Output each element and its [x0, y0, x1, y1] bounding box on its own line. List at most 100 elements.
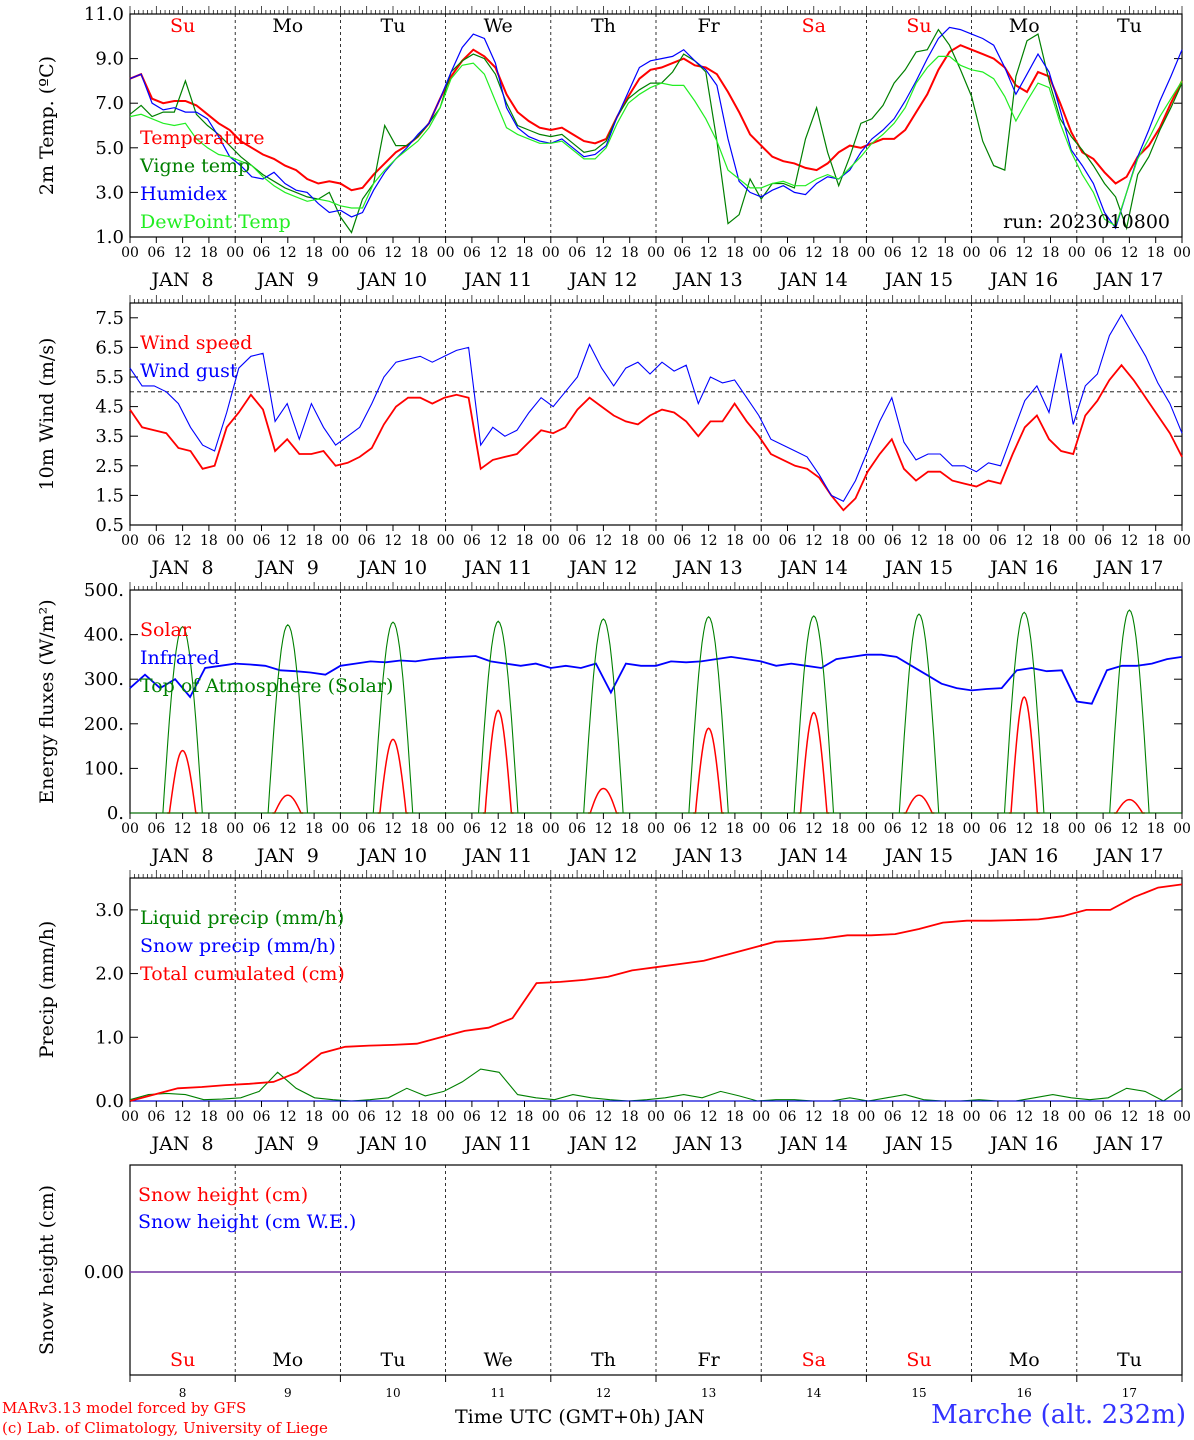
day-label: JAN 9	[255, 269, 319, 291]
hour-tick-label: 00	[121, 533, 139, 549]
y-tick-label: 0.00	[84, 1262, 124, 1283]
weekday-label: We	[484, 1349, 513, 1371]
hour-tick-label: 18	[621, 1109, 639, 1125]
day-label: JAN 15	[883, 845, 953, 867]
hour-tick-label: 06	[673, 533, 691, 549]
weekday-label: Mo	[272, 15, 303, 37]
hour-tick-label: 18	[936, 821, 954, 837]
hour-tick-label: 18	[410, 245, 428, 261]
weekday-label: Su	[170, 15, 195, 37]
hour-tick-label: 06	[147, 1109, 165, 1125]
day-label: JAN 8	[150, 269, 214, 291]
hour-tick-label: 18	[726, 245, 744, 261]
day-label: JAN 12	[567, 557, 637, 579]
day-label: JAN 10	[357, 557, 427, 579]
y-tick-label: 9.0	[95, 49, 124, 70]
y-tick-label: 1.0	[95, 1027, 124, 1048]
legend-wind-speed: Wind speed	[140, 332, 252, 354]
credit-line-2: (c) Lab. of Climatology, University of L…	[2, 1419, 328, 1437]
hour-tick-label: 12	[1015, 533, 1033, 549]
day-label: JAN 16	[988, 269, 1058, 291]
hour-tick-label: 12	[279, 533, 297, 549]
hour-tick-label: 06	[463, 1109, 481, 1125]
y-tick-label: 7.0	[95, 93, 124, 114]
day-label: JAN 16	[988, 557, 1058, 579]
hour-tick-label: 18	[410, 821, 428, 837]
series-infrared	[129, 653, 1183, 705]
hour-tick-label: 12	[489, 1109, 507, 1125]
hour-tick-label: 06	[253, 1109, 271, 1125]
flux-peak	[693, 727, 724, 814]
flux-peak	[476, 620, 521, 814]
hour-tick-label: 18	[621, 533, 639, 549]
flux-peak	[272, 794, 304, 814]
legend-snow-height-cm-we: Snow height (cm W.E.)	[138, 1211, 356, 1233]
day-label: JAN 11	[462, 557, 532, 579]
hour-tick-label: 12	[1120, 533, 1138, 549]
hour-tick-label: 00	[857, 533, 875, 549]
run-annotation: run: 2023010800	[1003, 211, 1170, 233]
day-label: JAN 9	[255, 845, 319, 867]
hour-tick-label: 12	[594, 821, 612, 837]
hour-tick-label: 00	[226, 821, 244, 837]
flux-peak	[1002, 611, 1047, 814]
y-axis-label: Energy fluxes (W/m²)	[36, 599, 58, 803]
weekday-label: Su	[170, 1349, 195, 1371]
day-number-label: 8	[179, 1386, 187, 1400]
hour-tick-label: 12	[279, 1109, 297, 1125]
day-label: JAN 15	[883, 269, 953, 291]
hour-tick-label: 12	[489, 245, 507, 261]
series-humidex	[129, 26, 1183, 230]
weekday-label: Tu	[381, 1349, 406, 1371]
hour-tick-label: 18	[305, 1109, 323, 1125]
hour-tick-label: 00	[542, 1109, 560, 1125]
day-label: JAN 17	[1093, 269, 1163, 291]
day-label: JAN 14	[778, 269, 848, 291]
hour-tick-label: 12	[1120, 821, 1138, 837]
hour-tick-label: 00	[331, 821, 349, 837]
hour-tick-label: 12	[174, 1109, 192, 1125]
weekday-label: Mo	[272, 1349, 303, 1371]
day-label: JAN 16	[988, 1133, 1058, 1155]
hour-tick-label: 18	[200, 245, 218, 261]
hour-tick-label: 12	[910, 245, 928, 261]
hour-tick-label: 18	[1147, 245, 1165, 261]
hour-tick-label: 12	[384, 1109, 402, 1125]
y-axis-label: 2m Temp. (ºC)	[36, 56, 58, 195]
weekday-label: We	[484, 15, 513, 37]
hour-tick-label: 06	[253, 533, 271, 549]
hour-tick-label: 12	[384, 245, 402, 261]
hour-tick-label: 18	[621, 821, 639, 837]
day-label: JAN 14	[778, 557, 848, 579]
y-tick-label: 5.5	[95, 367, 124, 388]
hour-tick-label: 06	[253, 821, 271, 837]
hour-tick-label: 18	[1042, 1109, 1060, 1125]
credit-line-1: MARv3.13 model forced by GFS	[2, 1399, 247, 1417]
hour-tick-label: 12	[174, 245, 192, 261]
hour-tick-label: 00	[963, 821, 981, 837]
hour-tick-label: 00	[1068, 821, 1086, 837]
weekday-label: Sa	[802, 15, 826, 37]
legend-solar: Solar	[140, 619, 192, 641]
hour-tick-label: 06	[779, 533, 797, 549]
y-tick-label: 0.	[107, 803, 124, 824]
hour-tick-label: 06	[568, 245, 586, 261]
hour-tick-label: 00	[542, 245, 560, 261]
y-axis-label: Precip (mm/h)	[36, 921, 58, 1059]
flux-peak	[798, 711, 830, 814]
hour-tick-label: 12	[805, 821, 823, 837]
hour-tick-label: 18	[410, 1109, 428, 1125]
plot-frame	[129, 589, 1183, 814]
hour-tick-label: 18	[1147, 821, 1165, 837]
y-tick-label: 7.5	[95, 308, 124, 329]
y-axis-label: Snow height (cm)	[36, 1185, 58, 1355]
y-tick-label: 2.0	[95, 964, 124, 985]
flux-peak	[686, 616, 731, 814]
weekday-label: Sa	[802, 1349, 826, 1371]
hour-tick-label: 18	[726, 1109, 744, 1125]
hour-tick-label: 12	[174, 533, 192, 549]
day-label: JAN 12	[567, 1133, 637, 1155]
hour-tick-label: 12	[174, 821, 192, 837]
day-number-label: 13	[701, 1386, 716, 1400]
